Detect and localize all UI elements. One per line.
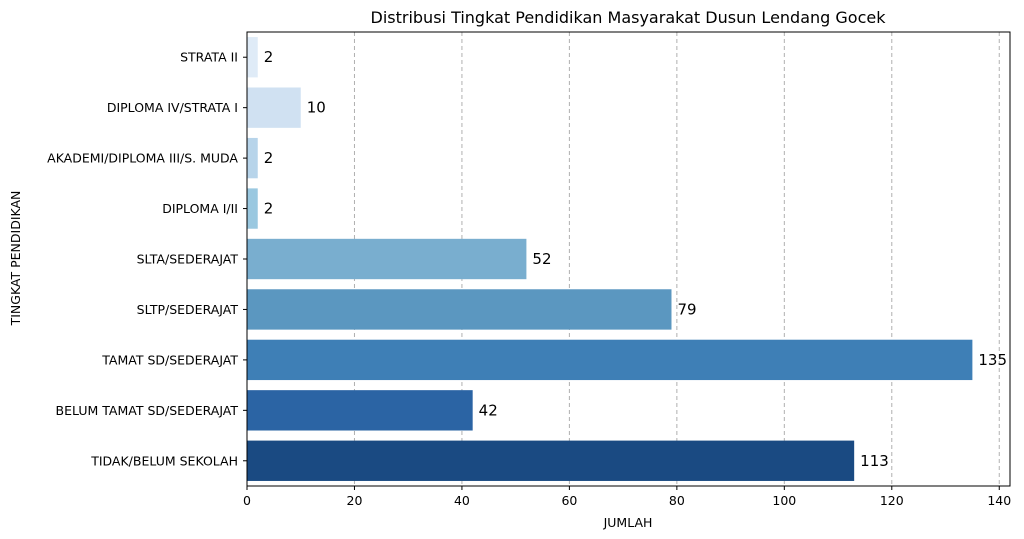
y-tick-label: DIPLOMA IV/STRATA I bbox=[107, 100, 238, 115]
bars bbox=[247, 37, 973, 481]
bar bbox=[247, 289, 672, 330]
bar bbox=[247, 37, 258, 78]
x-tick-label: 0 bbox=[243, 493, 251, 508]
x-tick-label: 60 bbox=[561, 493, 577, 508]
bar bbox=[247, 440, 855, 481]
x-tick-label: 100 bbox=[772, 493, 796, 508]
bar bbox=[247, 390, 473, 431]
x-tick-label: 40 bbox=[454, 493, 470, 508]
bar-value-label: 113 bbox=[860, 452, 889, 470]
bar-value-label: 2 bbox=[264, 149, 274, 167]
bar-value-label: 2 bbox=[264, 48, 274, 66]
y-axis-ticks: STRATA II DIPLOMA IV/STRATA I AKADEMI/DIPL… bbox=[47, 50, 247, 468]
bar-value-label: 42 bbox=[479, 401, 498, 419]
bar bbox=[247, 339, 973, 381]
y-tick-label: STRATA II bbox=[180, 50, 238, 65]
y-tick-label: BELUM TAMAT SD/SEDERAJAT bbox=[56, 403, 239, 418]
x-tick-label: 140 bbox=[987, 493, 1011, 508]
y-tick-label: DIPLOMA I/II bbox=[162, 201, 238, 216]
bar bbox=[247, 87, 301, 128]
chart-title: Distribusi Tingkat Pendidikan Masyarakat… bbox=[371, 8, 887, 27]
bar-value-label: 2 bbox=[264, 200, 274, 218]
x-axis-ticks: 0 20 40 60 80 100 120 140 bbox=[243, 486, 1011, 508]
x-tick-label: 120 bbox=[880, 493, 904, 508]
bar-value-label: 135 bbox=[978, 351, 1007, 369]
x-tick-label: 80 bbox=[669, 493, 685, 508]
y-tick-label: SLTA/SEDERAJAT bbox=[137, 252, 239, 267]
x-tick-label: 20 bbox=[347, 493, 363, 508]
bar bbox=[247, 188, 258, 229]
bar bbox=[247, 238, 527, 280]
bar-value-label: 79 bbox=[677, 300, 696, 318]
y-tick-label: TIDAK/BELUM SEKOLAH bbox=[90, 453, 238, 468]
y-tick-label: SLTP/SEDERAJAT bbox=[137, 302, 239, 317]
y-tick-label: TAMAT SD/SEDERAJAT bbox=[101, 352, 238, 367]
bar-value-label: 52 bbox=[532, 250, 551, 268]
bar-value-label: 10 bbox=[307, 99, 326, 117]
y-axis-label: TINGKAT PENDIDIKAN bbox=[8, 191, 23, 327]
y-tick-label: AKADEMI/DIPLOMA III/S. MUDA bbox=[47, 151, 238, 166]
x-axis-label: JUMLAH bbox=[603, 515, 653, 530]
data-labels: 2 10 2 2 52 79 135 42 113 bbox=[264, 48, 1007, 470]
bar bbox=[247, 137, 258, 179]
